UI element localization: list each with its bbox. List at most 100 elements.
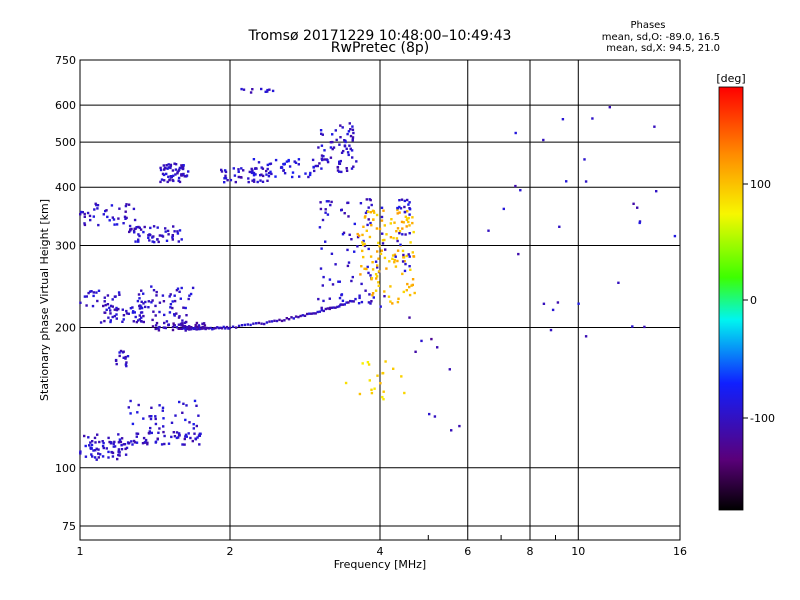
data-point [382,390,385,393]
data-point [163,167,167,170]
data-point [190,328,193,331]
data-point [251,88,254,91]
data-point [119,349,123,353]
data-point [254,173,257,176]
data-point [251,179,254,182]
data-point [350,238,353,241]
data-point [393,253,397,256]
data-point [408,285,411,289]
data-point [270,320,274,323]
data-point [198,432,201,436]
data-point [188,328,191,331]
data-point [92,449,95,452]
data-point [156,226,159,229]
data-point [359,273,362,276]
data-point [101,440,104,443]
data-point [143,225,146,229]
data-point [342,231,346,234]
data-point [380,219,384,222]
data-point [191,327,195,330]
data-point [320,157,323,160]
x-axis-ticks: 1 2 4 6 8 10 16 [77,545,688,558]
data-point [132,439,136,443]
data-point [181,324,185,328]
data-point [154,304,157,308]
data-point [178,180,182,184]
data-point [161,294,165,297]
data-point [224,169,227,172]
data-point [372,296,375,299]
data-point [341,303,345,306]
data-point [403,260,406,263]
data-point [127,312,130,315]
data-point [124,363,128,366]
data-point [384,248,387,251]
data-point [365,267,368,271]
data-point [354,297,357,301]
data-point [374,260,378,263]
data-point [320,309,323,312]
data-point [291,171,295,174]
data-point [370,300,373,303]
data-point [198,434,201,437]
data-point [125,203,128,206]
data-point [377,270,381,273]
data-point [187,432,190,435]
data-point [162,430,165,434]
data-point [203,324,207,327]
data-point [179,297,182,300]
data-point [178,290,181,293]
data-point [177,432,181,435]
data-point [379,305,382,308]
data-point [177,316,181,319]
data-point [99,321,103,324]
data-point [171,325,175,329]
data-point [376,250,379,253]
data-point [420,339,423,343]
data-point [237,324,241,328]
data-point [115,362,118,366]
data-point [319,129,323,132]
data-point [234,326,238,329]
data-point [163,434,166,438]
data-point [219,326,222,329]
data-point [408,255,411,258]
data-point [348,122,351,125]
data-point [346,151,350,154]
data-point [338,305,341,308]
data-point [177,240,180,243]
data-point [191,439,194,443]
data-point [192,423,195,426]
data-point [154,440,158,443]
data-point [240,324,244,327]
data-point [412,255,415,258]
data-point [321,218,325,222]
data-point [180,324,183,327]
data-point [95,291,98,294]
data-point [101,444,105,448]
data-point [350,167,354,170]
data-point [167,166,170,169]
data-point [323,158,326,161]
data-point [345,167,348,170]
data-point [403,269,407,273]
data-point [369,255,373,258]
data-point [330,252,334,255]
data-point [142,320,145,324]
data-point [377,284,380,287]
data-point [209,326,212,330]
data-point [353,222,356,226]
data-point [105,308,108,311]
data-point [403,391,406,395]
data-point [278,318,281,322]
data-point [340,293,344,296]
data-point [247,177,250,180]
data-point [411,221,414,225]
data-point [389,236,393,239]
data-point [122,222,125,225]
data-point [150,406,153,409]
x-tick-label: 6 [464,545,471,558]
data-point [252,171,256,175]
data-point [401,233,404,236]
data-point [382,398,385,401]
